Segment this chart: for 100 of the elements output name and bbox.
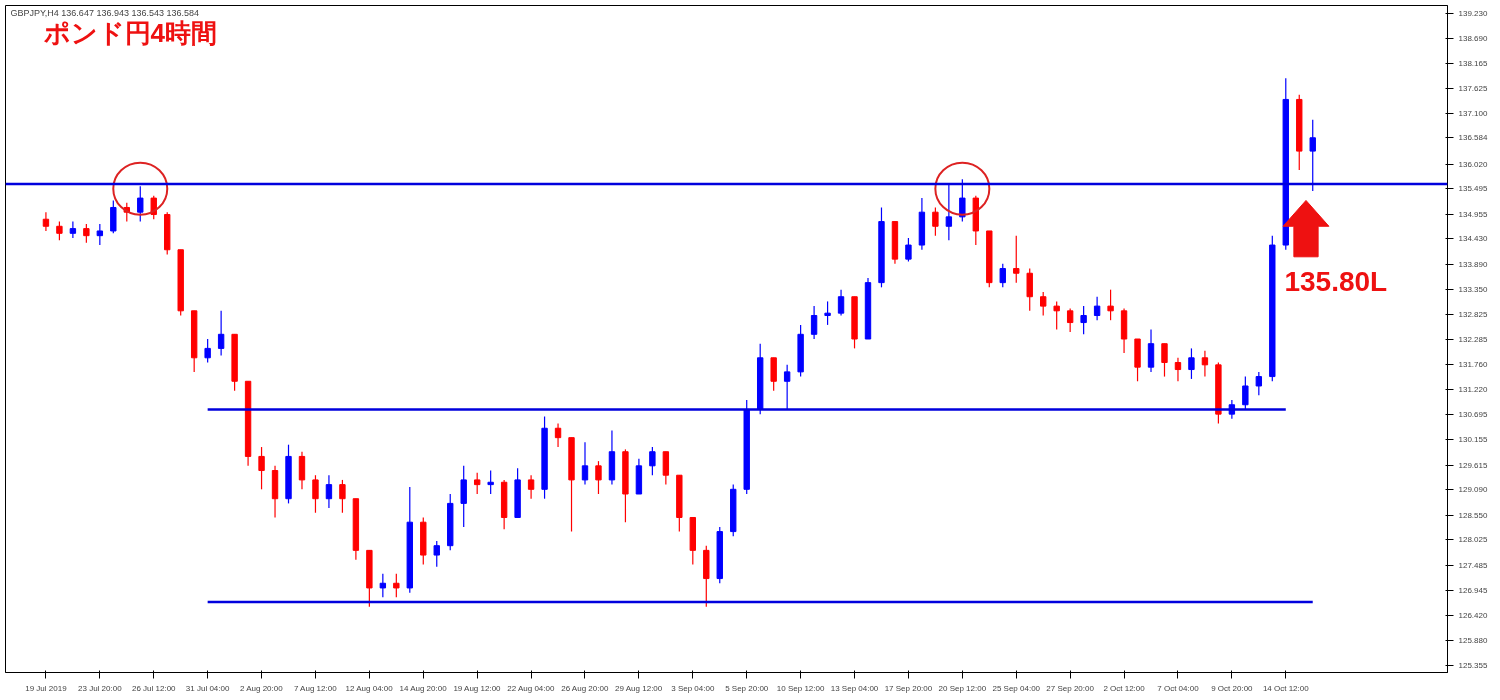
y-tick-label: 132.825 <box>1458 309 1488 319</box>
x-tick-label: 13 Sep 04:00 <box>830 683 879 693</box>
y-tick-label: 131.220 <box>1458 385 1488 395</box>
chart-subtitle: GBPJPY,H4 136.647 136.943 136.543 136.584 <box>10 7 199 18</box>
candlestick <box>770 357 777 392</box>
candlestick <box>905 237 912 263</box>
candlestick <box>110 199 117 234</box>
candlestick <box>83 223 90 244</box>
y-tick-label: 136.020 <box>1458 159 1488 169</box>
candlestick <box>932 206 939 237</box>
y-tick-label: 125.880 <box>1458 636 1488 646</box>
y-tick-label: 136.584 <box>1458 133 1488 143</box>
y-tick-label: 128.025 <box>1458 535 1488 545</box>
y-tick-label: 131.760 <box>1458 359 1488 369</box>
annotation: 135.80L <box>1284 266 1388 298</box>
candlestick <box>595 460 602 495</box>
candlestick <box>42 211 50 232</box>
x-tick-label: 12 Aug 04:00 <box>345 683 394 693</box>
candlestick <box>204 338 211 364</box>
x-tick-label: 2 Aug 20:00 <box>239 683 284 693</box>
candlestick <box>1066 307 1074 333</box>
y-tick-label: 130.695 <box>1458 409 1488 419</box>
candlestick <box>1093 296 1101 321</box>
candlestick <box>393 573 400 598</box>
y-tick-label: 125.355 <box>1458 660 1488 670</box>
candlestick <box>1026 267 1033 312</box>
candlestick <box>473 472 481 495</box>
y-tick-label: 137.625 <box>1458 84 1488 94</box>
y-tick-label: 126.420 <box>1458 610 1488 620</box>
y-tick-label: 138.690 <box>1458 34 1488 44</box>
candlestick <box>1013 235 1020 284</box>
candlestick <box>1080 305 1087 335</box>
candlestick <box>1309 119 1316 192</box>
candlestick <box>1201 350 1209 378</box>
candlestick <box>1174 357 1182 382</box>
y-tick-label: 138.165 <box>1458 59 1488 69</box>
x-tick-label: 31 Jul 04:00 <box>185 683 230 693</box>
candlestick <box>258 446 265 490</box>
x-tick-label: 2 Oct 12:00 <box>1103 683 1146 693</box>
candlestick <box>1107 289 1114 321</box>
candlestick <box>56 220 63 241</box>
candlestick <box>339 479 346 514</box>
candlestick <box>1242 375 1249 411</box>
x-tick-label: 17 Sep 20:00 <box>884 683 933 693</box>
y-tick-label: 129.615 <box>1458 460 1488 470</box>
y-tick-label: 135.495 <box>1458 184 1488 194</box>
candlestick <box>649 446 656 476</box>
y-tick-label: 132.285 <box>1458 335 1488 345</box>
y-tick-label: 139.230 <box>1458 8 1488 18</box>
candlestick <box>298 451 306 490</box>
candlestick <box>581 441 589 486</box>
x-tick-label: 23 Jul 20:00 <box>78 683 123 693</box>
x-tick-label: 27 Sep 20:00 <box>1046 683 1095 693</box>
candlestick <box>1161 343 1168 378</box>
x-tick-label: 25 Sep 04:00 <box>992 683 1041 693</box>
candlestick <box>379 573 387 598</box>
y-tick-label: 128.550 <box>1458 510 1488 520</box>
candlestick <box>837 289 845 317</box>
x-tick-label: 10 Sep 12:00 <box>776 683 825 693</box>
candlestick <box>96 223 104 246</box>
x-tick-label: 26 Jul 12:00 <box>131 683 177 693</box>
y-tick-label: 133.890 <box>1458 259 1488 269</box>
y-tick-label: 133.350 <box>1458 285 1488 295</box>
y-tick-label: 134.430 <box>1458 234 1488 244</box>
y-tick-label: 137.100 <box>1458 109 1488 119</box>
candlestick <box>1053 300 1060 331</box>
candlestick <box>487 469 494 495</box>
candlestick <box>824 300 831 326</box>
candlestick <box>527 474 535 500</box>
x-tick-label: 20 Sep 12:00 <box>938 683 987 693</box>
x-tick-label: 14 Aug 20:00 <box>399 683 448 693</box>
candlestick <box>783 364 791 411</box>
y-tick-label: 126.945 <box>1458 586 1488 596</box>
text: ポンド円4時間 <box>42 17 217 48</box>
x-tick-label: 9 Oct 20:00 <box>1211 683 1254 693</box>
candlestick <box>312 474 319 514</box>
candlestick <box>959 178 966 223</box>
candlestick <box>810 305 818 340</box>
candlestick <box>433 540 440 568</box>
candlestick <box>662 451 670 486</box>
y-tick-label: 127.485 <box>1458 560 1488 570</box>
y-tick-label: 134.955 <box>1458 209 1488 219</box>
candlestick <box>554 422 562 448</box>
x-tick-label: 19 Aug 12:00 <box>453 683 502 693</box>
candlestick <box>460 465 467 528</box>
candlestick <box>945 183 953 241</box>
candlestick <box>325 474 333 509</box>
x-tick-label: 5 Sep 20:00 <box>725 683 769 693</box>
candlestick <box>69 220 77 239</box>
y-tick-label: 129.090 <box>1458 485 1488 495</box>
x-tick-label: 3 Sep 04:00 <box>671 683 715 693</box>
candlestick <box>137 185 144 223</box>
candlestick <box>1147 329 1155 373</box>
x-tick-label: 19 Jul 2019 <box>25 683 68 693</box>
x-tick-label: 7 Aug 12:00 <box>293 683 338 693</box>
candlestick <box>217 310 225 357</box>
x-tick-label: 7 Oct 04:00 <box>1157 683 1200 693</box>
candlestick <box>1255 371 1263 396</box>
x-tick-label: 26 Aug 20:00 <box>561 683 609 693</box>
candlestick <box>1040 291 1047 317</box>
